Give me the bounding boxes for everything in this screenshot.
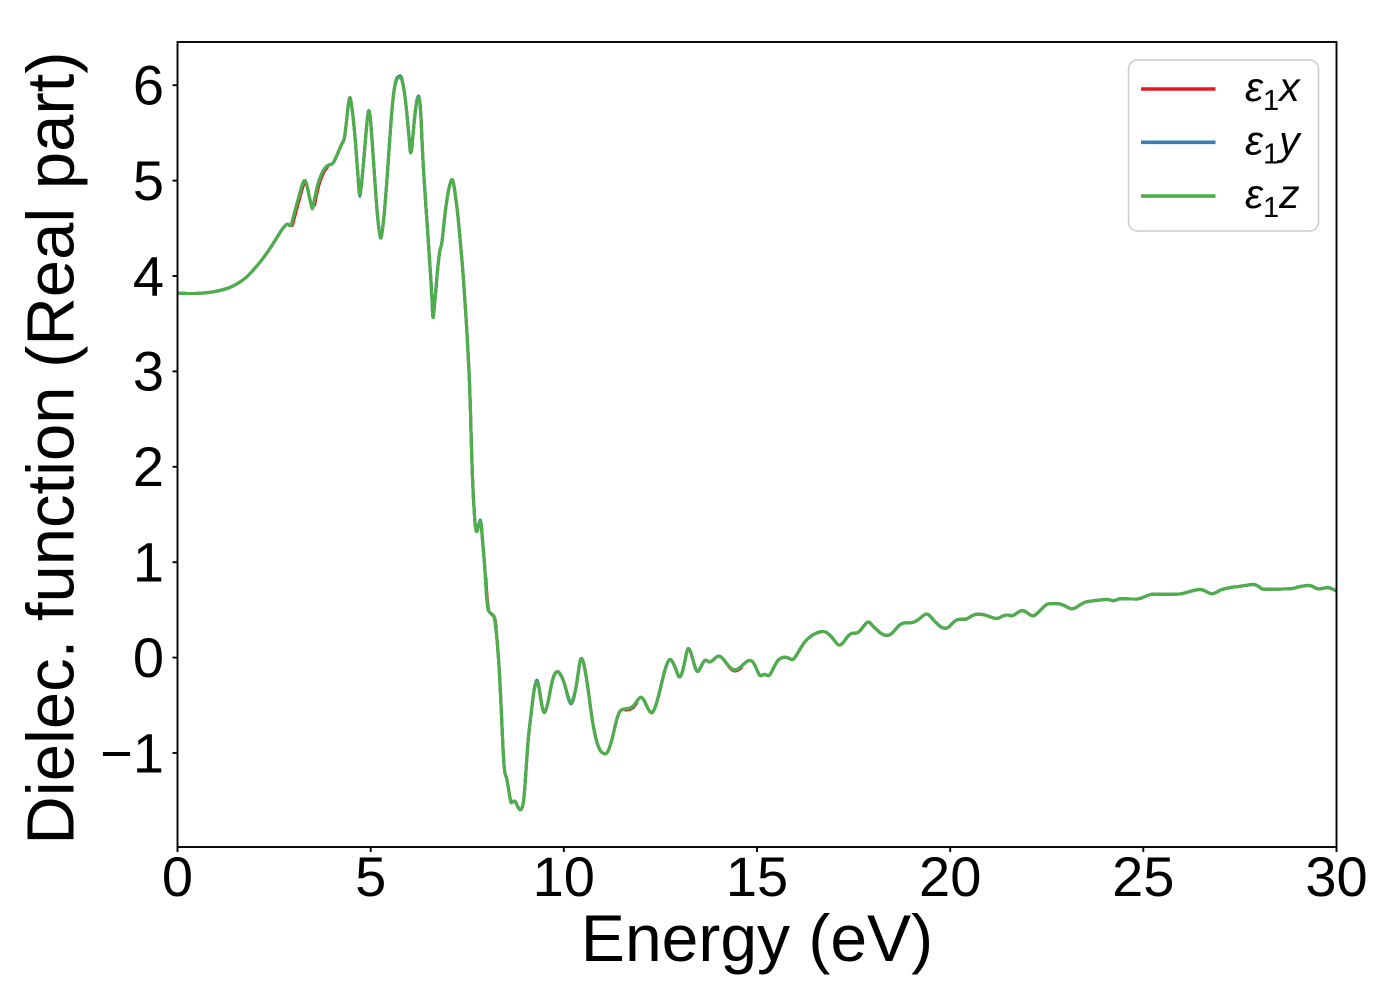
svg-text:0: 0 xyxy=(162,845,193,908)
svg-text:Energy (eV): Energy (eV) xyxy=(581,901,933,975)
svg-text:25: 25 xyxy=(1112,845,1174,908)
svg-text:0: 0 xyxy=(133,626,164,689)
svg-text:Dielec. function (Real part): Dielec. function (Real part) xyxy=(14,51,89,844)
svg-text:3: 3 xyxy=(133,340,164,403)
svg-text:−1: −1 xyxy=(100,721,164,784)
svg-text:10: 10 xyxy=(533,845,595,908)
svg-text:20: 20 xyxy=(919,845,981,908)
svg-text:1: 1 xyxy=(133,531,164,594)
svg-text:2: 2 xyxy=(133,435,164,498)
svg-text:30: 30 xyxy=(1305,845,1367,908)
svg-text:4: 4 xyxy=(133,244,164,307)
svg-text:6: 6 xyxy=(133,54,164,117)
svg-text:5: 5 xyxy=(133,149,164,212)
svg-text:5: 5 xyxy=(355,845,386,908)
svg-text:15: 15 xyxy=(726,845,788,908)
